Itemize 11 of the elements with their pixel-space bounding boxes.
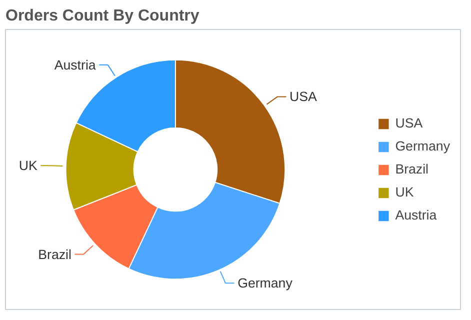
slice-label: UK — [18, 158, 38, 174]
legend-label: USA — [395, 116, 423, 130]
slice-label: Germany — [238, 276, 293, 291]
legend-label: Germany — [395, 138, 450, 154]
legend-label: Brazil — [395, 162, 429, 176]
chart-title: Orders Count By Country — [6, 8, 200, 24]
slice-label: Austria — [54, 57, 96, 72]
legend-label: UK — [395, 184, 415, 200]
legend-label: Austria — [395, 208, 437, 222]
slice-label: USA — [290, 89, 318, 104]
slice-label: Brazil — [38, 246, 72, 262]
